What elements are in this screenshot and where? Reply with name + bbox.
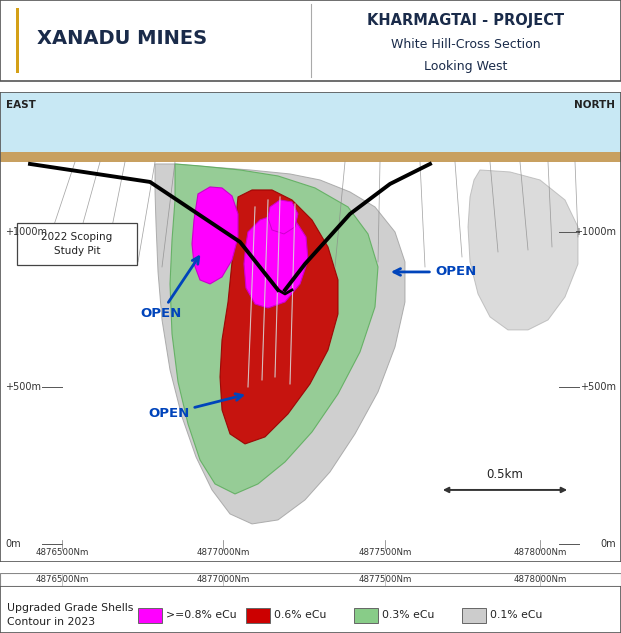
Text: 4876500Nm: 4876500Nm [35, 575, 89, 584]
Text: 4877500Nm: 4877500Nm [358, 548, 412, 557]
Text: 2022 Scoping
Study Pit: 2022 Scoping Study Pit [42, 232, 112, 256]
Text: +1000m: +1000m [574, 227, 616, 237]
Text: 0.6% eCu: 0.6% eCu [274, 610, 327, 620]
Text: 4877500Nm: 4877500Nm [358, 575, 412, 584]
Text: 4877000Nm: 4877000Nm [196, 575, 250, 584]
Polygon shape [468, 170, 578, 330]
Bar [0, 154, 621, 562]
Polygon shape [192, 187, 238, 284]
Text: White Hill-Cross Section: White Hill-Cross Section [391, 38, 540, 51]
Polygon shape [220, 190, 338, 444]
Polygon shape [155, 164, 405, 524]
Text: KHARMAGTAI - PROJECT: KHARMAGTAI - PROJECT [367, 13, 564, 28]
Text: XANADU MINES: XANADU MINES [37, 29, 207, 48]
Text: 0.3% eCu: 0.3% eCu [382, 610, 434, 620]
Text: NORTH: NORTH [574, 100, 615, 110]
Text: 4878000Nm: 4878000Nm [514, 548, 567, 557]
Text: 0.5km: 0.5km [487, 468, 524, 481]
Text: +500m: +500m [580, 382, 616, 392]
Text: OPEN: OPEN [394, 265, 476, 279]
Text: OPEN: OPEN [148, 394, 242, 420]
Bar [462, 608, 486, 623]
Bar [0, 92, 621, 154]
Text: OPEN: OPEN [140, 257, 199, 320]
Polygon shape [244, 214, 308, 308]
Text: +1000m: +1000m [5, 227, 47, 237]
Bar [354, 608, 378, 623]
Text: 0m: 0m [601, 539, 616, 549]
Bar [16, 8, 19, 73]
Text: 4878000Nm: 4878000Nm [514, 575, 567, 584]
Bar [246, 608, 270, 623]
Bar [0, 152, 621, 162]
Text: >=0.8% eCu: >=0.8% eCu [166, 610, 237, 620]
Polygon shape [268, 200, 298, 234]
Bar [138, 608, 162, 623]
FancyBboxPatch shape [17, 223, 137, 265]
Text: +500m: +500m [5, 382, 41, 392]
Polygon shape [170, 164, 378, 494]
Text: 4877000Nm: 4877000Nm [196, 548, 250, 557]
Text: Upgraded Grade Shells
Contour in 2023: Upgraded Grade Shells Contour in 2023 [7, 603, 134, 627]
Text: EAST: EAST [6, 100, 36, 110]
Text: Looking West: Looking West [424, 60, 507, 73]
Text: 0m: 0m [5, 539, 20, 549]
Text: 0.1% eCu: 0.1% eCu [490, 610, 542, 620]
Text: 4876500Nm: 4876500Nm [35, 548, 89, 557]
